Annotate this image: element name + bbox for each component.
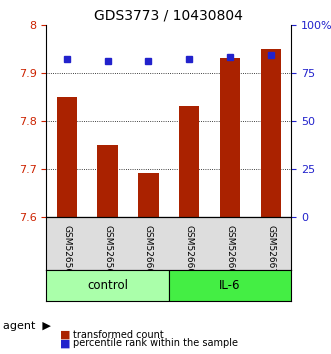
Bar <box>169 270 291 301</box>
Bar <box>46 270 169 301</box>
Text: IL-6: IL-6 <box>219 279 241 292</box>
Text: GSM526603: GSM526603 <box>185 224 194 279</box>
Text: GSM526605: GSM526605 <box>225 224 235 279</box>
Bar <box>220 58 240 217</box>
Text: GSM526602: GSM526602 <box>144 224 153 279</box>
Bar <box>57 97 77 217</box>
Bar <box>97 145 118 217</box>
Text: GSM526678: GSM526678 <box>266 224 275 279</box>
Text: ■: ■ <box>60 338 70 348</box>
Bar <box>261 49 281 217</box>
Text: GSM526561: GSM526561 <box>62 224 71 279</box>
Text: agent  ▶: agent ▶ <box>3 321 51 331</box>
Title: GDS3773 / 10430804: GDS3773 / 10430804 <box>94 8 243 22</box>
Text: transformed count: transformed count <box>73 330 164 339</box>
Bar <box>179 106 199 217</box>
Text: percentile rank within the sample: percentile rank within the sample <box>73 338 238 348</box>
Text: GSM526562: GSM526562 <box>103 224 112 279</box>
Text: control: control <box>87 279 128 292</box>
Bar <box>138 173 159 217</box>
Text: ■: ■ <box>60 330 70 339</box>
